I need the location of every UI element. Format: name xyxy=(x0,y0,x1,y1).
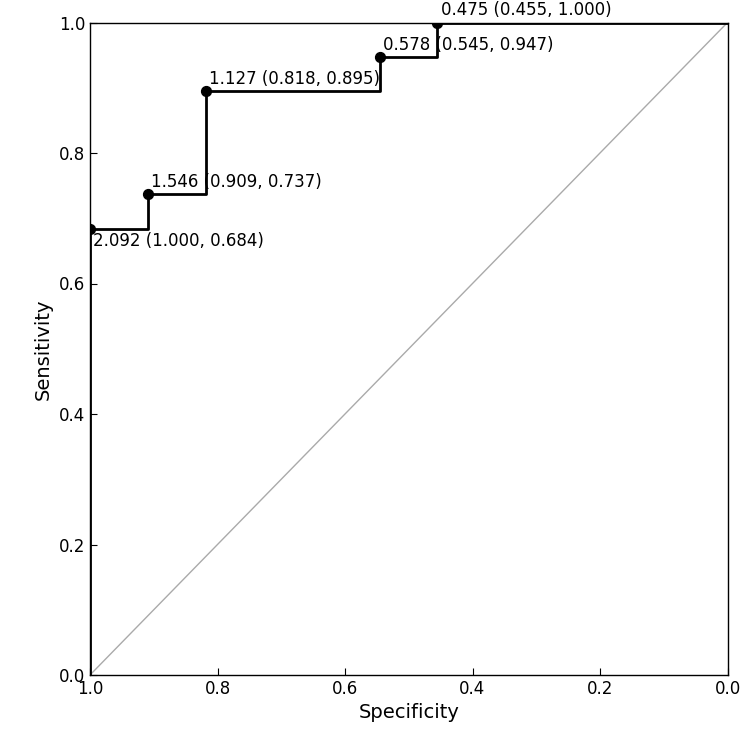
Text: 0.578 (0.545, 0.947): 0.578 (0.545, 0.947) xyxy=(383,36,554,54)
Point xyxy=(200,85,212,97)
Point xyxy=(374,51,386,63)
Text: 1.127 (0.818, 0.895): 1.127 (0.818, 0.895) xyxy=(209,70,380,88)
Point xyxy=(142,188,154,200)
Point xyxy=(84,223,96,235)
Text: 0.475 (0.455, 1.000): 0.475 (0.455, 1.000) xyxy=(441,2,611,20)
X-axis label: Specificity: Specificity xyxy=(358,704,459,722)
Text: 1.546 (0.909, 0.737): 1.546 (0.909, 0.737) xyxy=(152,172,322,190)
Y-axis label: Sensitivity: Sensitivity xyxy=(34,298,53,400)
Text: 2.092 (1.000, 0.684): 2.092 (1.000, 0.684) xyxy=(93,232,264,250)
Point xyxy=(431,16,443,28)
